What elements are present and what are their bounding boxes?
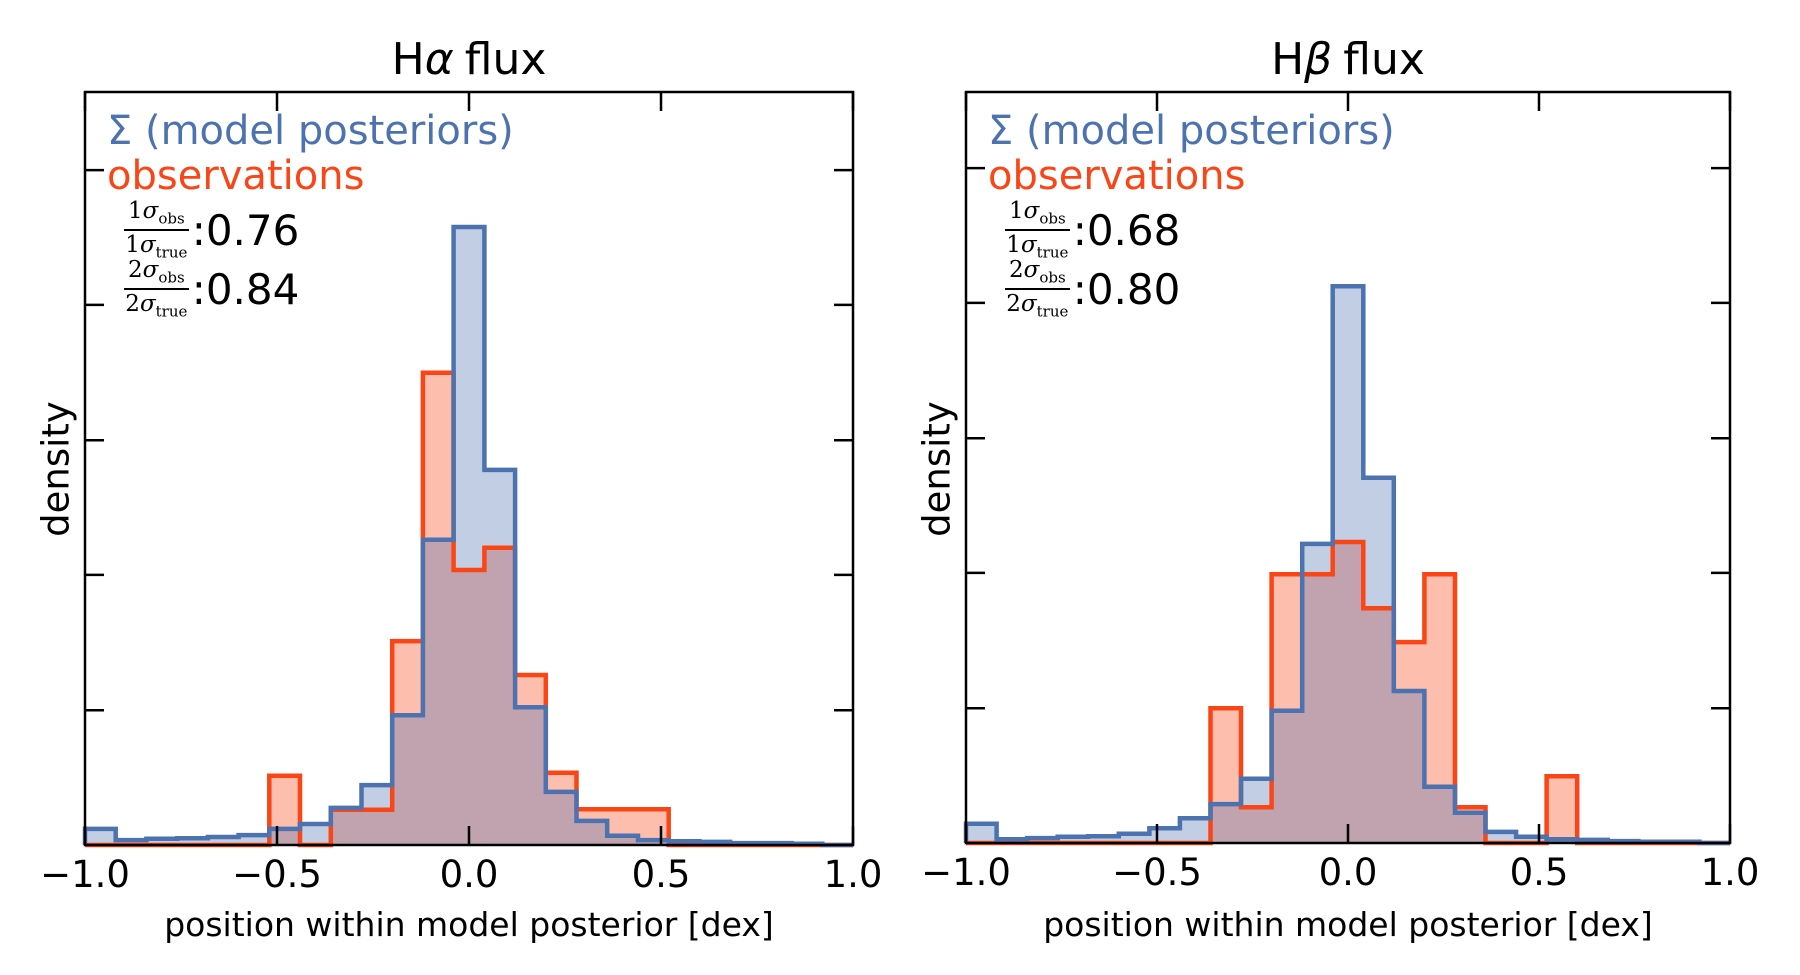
x-tick-label: 0.5 — [632, 853, 691, 896]
sigma2-value: :0.80 — [1072, 264, 1181, 314]
title-greek-alpha: α — [424, 34, 454, 85]
y-axis-label-halpha: density — [34, 401, 78, 537]
legend-halpha: Σ (model posteriors) observations — [107, 109, 514, 199]
sigma1-fraction: 1σobs 1σtrue — [1005, 197, 1070, 262]
annotation-sigma2-hbeta: 2σobs 2σtrue :0.80 — [1005, 256, 1181, 321]
sigma1-value: :0.68 — [1072, 205, 1181, 255]
title-suffix: flux — [1343, 34, 1425, 85]
legend-observations-label: observations — [988, 153, 1246, 199]
panel-hbeta: −1.0 −0.5 0.0 0.5 1.0 — [921, 90, 1760, 894]
hist-model-outline — [963, 283, 1730, 846]
x-tick-label: 1.0 — [824, 853, 883, 896]
annotation-sigma1-hbeta: 1σobs 1σtrue :0.68 — [1005, 197, 1181, 262]
hist-model-outline — [82, 224, 853, 848]
title-prefix: H — [391, 34, 425, 85]
annotation-sigma2-halpha: 2σobs 2σtrue :0.84 — [124, 256, 300, 321]
x-tick-label: −1.0 — [921, 851, 1011, 894]
title-suffix: flux — [464, 34, 547, 85]
x-tick-label: −0.5 — [1112, 851, 1202, 894]
x-tick-label: 0.5 — [1510, 851, 1569, 894]
panel-halpha: −1.0 −0.5 0.0 0.5 1.0 — [40, 90, 883, 896]
legend-model-label: Σ (model posteriors) — [988, 108, 1395, 154]
hist-model-fill — [966, 286, 1730, 843]
x-tick-label: −0.5 — [232, 853, 322, 896]
panel-title-hbeta: Hβ flux — [1271, 34, 1425, 85]
y-axis-label-hbeta: density — [915, 401, 959, 537]
legend-hbeta: Σ (model posteriors) observations — [988, 109, 1395, 199]
x-tick-label: 0.0 — [1319, 851, 1378, 894]
annotation-sigma1-halpha: 1σobs 1σtrue :0.76 — [124, 197, 300, 262]
legend-observations-label: observations — [107, 153, 365, 199]
hist-model-fill — [85, 227, 853, 845]
legend-model-label: Σ (model posteriors) — [107, 108, 514, 154]
sigma2-fraction: 2σobs 2σtrue — [124, 256, 189, 321]
x-axis-label-hbeta: position within model posterior [dex] — [1043, 905, 1653, 944]
sigma2-fraction: 2σobs 2σtrue — [1005, 256, 1070, 321]
sigma1-value: :0.76 — [191, 205, 300, 255]
hist-observations-fill — [966, 542, 1730, 843]
sigma2-value: :0.84 — [191, 264, 300, 314]
title-prefix: H — [1271, 34, 1305, 85]
x-tick-label: 1.0 — [1701, 851, 1760, 894]
x-tick-label: −1.0 — [40, 853, 130, 896]
x-tick-label: 0.0 — [440, 853, 499, 896]
hist-observations-fill — [85, 372, 853, 845]
panel-title-halpha: Hα flux — [391, 34, 547, 85]
sigma1-fraction: 1σobs 1σtrue — [124, 197, 189, 262]
x-axis-label-halpha: position within model posterior [dex] — [164, 905, 774, 944]
title-greek-beta: β — [1304, 34, 1333, 85]
